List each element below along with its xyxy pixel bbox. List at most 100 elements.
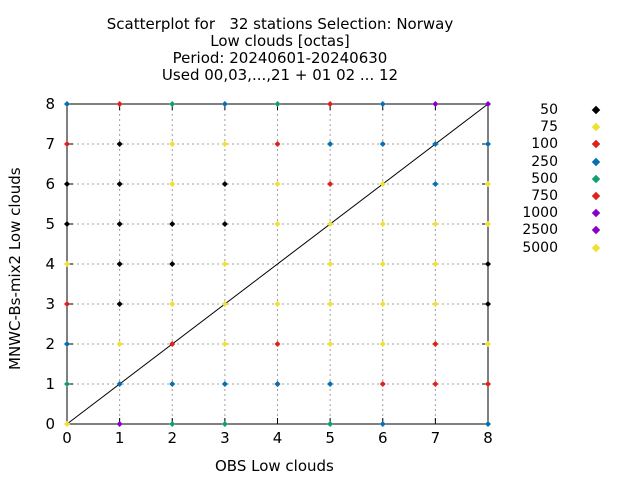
- data-point: [379, 101, 386, 107]
- data-point: [64, 261, 70, 267]
- legend-marker: [591, 105, 601, 115]
- data-point: [169, 261, 176, 267]
- x-tick-label: 8: [483, 429, 493, 447]
- y-tick-label: 4: [45, 255, 55, 273]
- title-line-1: Scatterplot for 32 stations Selection: N…: [106, 15, 454, 33]
- y-axis-label: MNWC-Bs-mix2 Low clouds: [6, 167, 24, 370]
- data-point: [221, 141, 228, 147]
- legend-item: 2500: [500, 222, 610, 239]
- data-point: [327, 341, 334, 347]
- data-point: [379, 341, 386, 347]
- data-point: [169, 341, 176, 347]
- legend-label: 50: [540, 102, 558, 118]
- data-point: [485, 341, 491, 347]
- data-point: [221, 101, 228, 107]
- title-line-4: Used 00,03,...,21 + 01 02 ... 12: [161, 66, 399, 84]
- data-point: [116, 261, 123, 267]
- data-point: [221, 221, 228, 227]
- data-point: [221, 381, 228, 387]
- legend-label: 2500: [522, 222, 558, 239]
- data-point: [116, 381, 123, 387]
- data-point: [169, 381, 176, 387]
- data-point: [432, 181, 439, 187]
- data-point: [327, 421, 334, 427]
- legend-marker: [591, 208, 601, 218]
- data-point: [327, 101, 334, 107]
- data-point: [274, 221, 281, 227]
- y-tick-label: 1: [45, 375, 55, 393]
- data-point: [274, 381, 281, 387]
- data-point: [485, 421, 491, 427]
- legend-item: 500: [500, 171, 610, 188]
- data-point: [274, 301, 281, 307]
- data-point: [221, 341, 228, 347]
- y-tick-label: 5: [45, 215, 55, 233]
- legend-item: 750: [500, 188, 610, 205]
- legend-item: 75: [500, 119, 610, 136]
- data-point: [221, 261, 228, 267]
- data-point: [379, 421, 386, 427]
- legend-label: 75: [540, 119, 558, 136]
- data-point: [221, 421, 228, 427]
- data-point: [327, 141, 334, 147]
- x-tick-label: 3: [220, 429, 230, 447]
- data-point: [64, 141, 70, 147]
- data-point: [116, 141, 123, 147]
- x-tick-label: 6: [378, 429, 388, 447]
- data-point: [432, 141, 439, 147]
- data-point: [485, 181, 491, 187]
- data-point: [116, 101, 123, 107]
- legend-marker: [591, 140, 601, 149]
- title-line-2: Low clouds [octas]: [210, 32, 350, 50]
- data-point: [432, 301, 439, 307]
- data-point: [432, 341, 439, 347]
- data-point: [379, 141, 386, 147]
- data-point: [274, 181, 281, 187]
- legend-label: 1000: [522, 205, 558, 222]
- data-point: [485, 101, 491, 107]
- data-point: [64, 221, 70, 227]
- data-point: [64, 301, 70, 307]
- x-axis-label: OBS Low clouds: [215, 457, 334, 475]
- data-point: [379, 261, 386, 267]
- data-point: [485, 261, 491, 267]
- data-point: [169, 141, 176, 147]
- y-tick-label: 8: [45, 95, 55, 113]
- y-tick-label: 0: [45, 415, 55, 433]
- legend-marker: [591, 243, 601, 252]
- data-point: [379, 221, 386, 227]
- x-tick-label: 1: [115, 429, 125, 447]
- data-point: [169, 421, 176, 427]
- data-point: [169, 301, 176, 307]
- legend-marker: [591, 122, 601, 132]
- data-point: [432, 101, 439, 107]
- y-tick-label: 6: [45, 175, 55, 193]
- legend-label: 250: [531, 153, 558, 170]
- legend-item: 50: [500, 102, 610, 119]
- legend-label: 750: [531, 188, 558, 204]
- legend-marker: [591, 191, 601, 201]
- data-point: [327, 301, 334, 307]
- x-tick-label: 0: [62, 429, 72, 447]
- data-point: [64, 421, 70, 427]
- legend-marker: [591, 226, 601, 235]
- data-point: [169, 221, 176, 227]
- data-point: [169, 181, 176, 187]
- legend-marker: [591, 174, 601, 184]
- data-point: [221, 301, 228, 307]
- data-point: [327, 261, 334, 267]
- data-point: [432, 261, 439, 267]
- y-tick-label: 2: [45, 335, 55, 353]
- data-point: [116, 421, 123, 427]
- x-tick-label: 5: [325, 429, 335, 447]
- x-tick-label: 7: [431, 429, 441, 447]
- legend-item: 250: [500, 154, 610, 171]
- data-point: [379, 181, 386, 187]
- data-point: [116, 181, 123, 187]
- data-point: [379, 301, 386, 307]
- data-point: [432, 221, 439, 227]
- data-point: [485, 301, 491, 307]
- data-point: [221, 181, 228, 187]
- data-point: [274, 101, 281, 107]
